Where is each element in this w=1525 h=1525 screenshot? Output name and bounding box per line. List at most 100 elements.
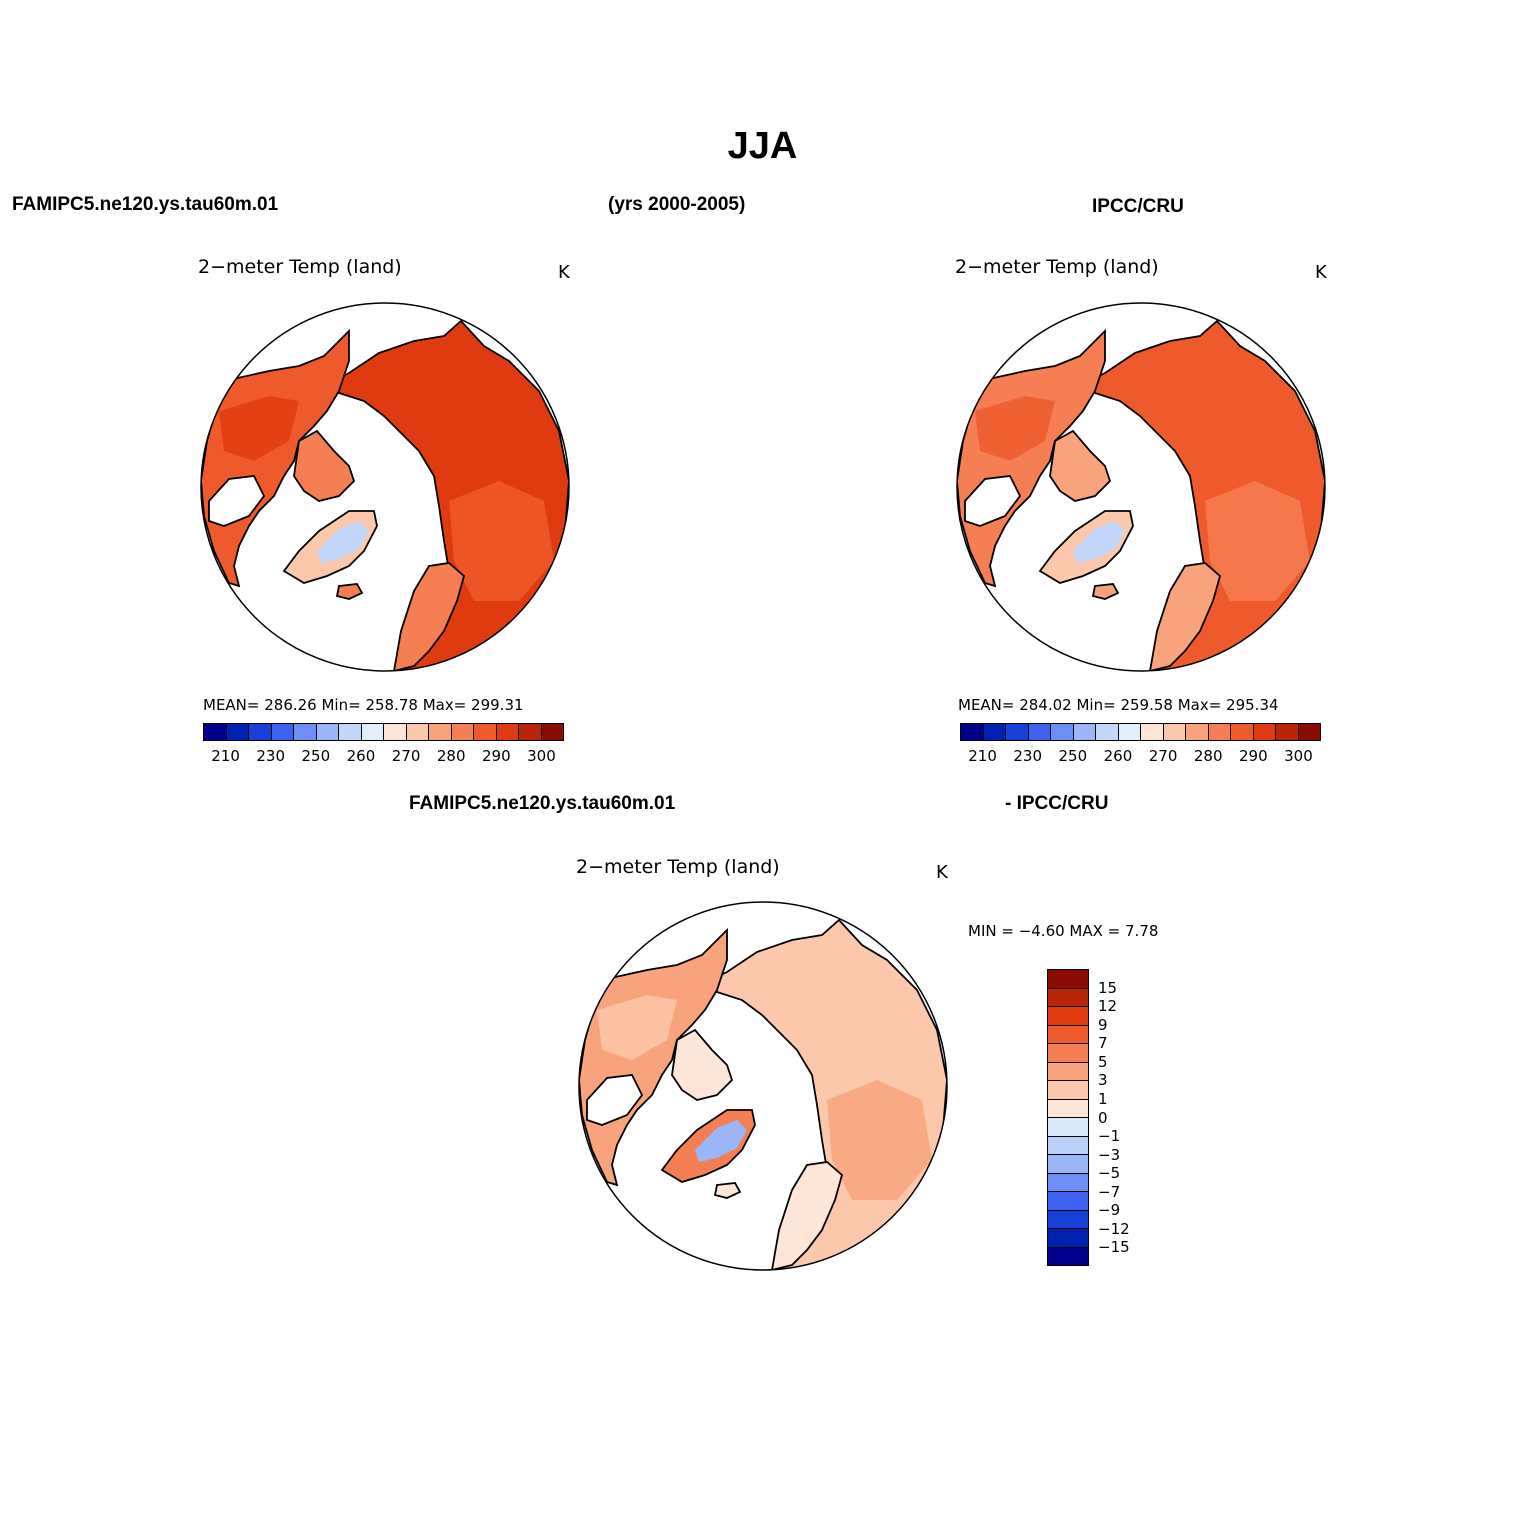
colorbar-obs-tick-label: 250 (1058, 747, 1088, 765)
scandinavia-land (1148, 562, 1222, 671)
colorbar-diff-swatch (1048, 1081, 1088, 1100)
colorbar-diff-swatch (1048, 1025, 1088, 1044)
greenland-ice-sheet (1073, 521, 1125, 563)
header-obs-name: IPCC/CRU (1092, 196, 1184, 217)
colorbar-diff-swatch (1048, 1007, 1088, 1026)
panel-title-diff: 2−meter Temp (land) (576, 856, 780, 878)
panel-units-model: K (558, 262, 570, 283)
page-title: JJA (727, 125, 798, 167)
colorbar-diff-swatch (1048, 1044, 1088, 1063)
colorbar-obs-swatch (1298, 724, 1320, 740)
colorbar-diff-label: −12 (1098, 1219, 1130, 1238)
arctic-archipelago (671, 1028, 734, 1101)
colorbar-diff-label: 3 (1098, 1071, 1108, 1090)
colorbar-model-swatch (294, 724, 317, 740)
colorbar-model-swatch (339, 724, 362, 740)
colorbar-obs-swatch (983, 724, 1006, 740)
colorbar-diff-label: −5 (1098, 1164, 1121, 1183)
polar-map-model (200, 302, 570, 672)
colorbar-diff-label: 7 (1098, 1034, 1108, 1053)
map-boundary-circle (956, 302, 1326, 672)
hudson-bay (586, 1074, 644, 1126)
colorbar-obs-tick-label: 270 (1148, 747, 1178, 765)
colorbar-obs-swatch (1208, 724, 1231, 740)
iceland-land (1091, 583, 1120, 600)
colorbar-model (203, 723, 564, 741)
colorbar-model-tick-label: 270 (391, 747, 421, 765)
iceland-land (335, 583, 364, 600)
colorbar-model-tick-label: 250 (301, 747, 331, 765)
map-land-layer (201, 303, 569, 671)
colorbar-diff-swatch (1048, 1155, 1088, 1174)
iceland-land (713, 1182, 742, 1199)
colorbar-model-tick-label: 230 (256, 747, 286, 765)
colorbar-obs-swatch (1073, 724, 1096, 740)
colorbar-diff-swatch (1048, 1229, 1088, 1248)
panel-units-obs: K (1315, 262, 1327, 283)
colorbar-obs-tick-label: 300 (1284, 747, 1313, 765)
north-america-interior (597, 995, 677, 1060)
panel-title-obs: 2−meter Temp (land) (955, 256, 1159, 278)
colorbar-obs-swatch (1051, 724, 1074, 740)
colorbar-model-swatch (406, 724, 429, 740)
colorbar-diff-swatch (1048, 1136, 1088, 1155)
colorbar-model-swatch (249, 724, 272, 740)
colorbar-model-swatch (316, 724, 339, 740)
colorbar-diff-label: 0 (1098, 1108, 1108, 1127)
colorbar-diff-label: −3 (1098, 1145, 1121, 1164)
colorbar-obs-tick-label: 230 (1013, 747, 1043, 765)
colorbar-model-swatch (519, 724, 542, 740)
panel-stats-model: MEAN= 286.26 Min= 258.78 Max= 299.31 (203, 696, 524, 714)
colorbar-model-swatch (429, 724, 452, 740)
colorbar-obs-tick-label: 290 (1238, 747, 1268, 765)
colorbar-obs-swatch (1231, 724, 1254, 740)
colorbar-model-swatch (496, 724, 519, 740)
colorbar-obs-swatch (1028, 724, 1051, 740)
eurasia-interior (827, 1080, 932, 1200)
hudson-bay (208, 475, 266, 527)
colorbar-obs (960, 723, 1321, 741)
colorbar-obs-swatch (1096, 724, 1119, 740)
colorbar-diff-swatch (1048, 1099, 1088, 1118)
colorbar-diff-label: 5 (1098, 1052, 1108, 1071)
colorbar-obs-swatch (1006, 724, 1029, 740)
colorbar-diff-swatch (1048, 1173, 1088, 1192)
scandinavia-land (770, 1161, 844, 1270)
north-america-land (579, 927, 728, 1187)
colorbar-obs-swatch (961, 724, 984, 740)
colorbar-obs-tick-label: 260 (1103, 747, 1133, 765)
arctic-archipelago (1049, 429, 1112, 502)
colorbar-model-swatch (384, 724, 407, 740)
colorbar-model-swatch (541, 724, 563, 740)
north-america-land (201, 328, 350, 588)
colorbar-obs-swatch (1141, 724, 1164, 740)
panel-units-diff: K (936, 862, 948, 883)
colorbar-diff-swatch (1048, 1062, 1088, 1081)
colorbar-diff-label: 9 (1098, 1015, 1108, 1034)
colorbar-model-tick-label: 290 (481, 747, 511, 765)
colorbar-obs-swatch (1253, 724, 1276, 740)
header-years: (yrs 2000-2005) (608, 194, 746, 215)
colorbar-model-tick-label: 210 (211, 747, 240, 765)
colorbar-model-swatch (271, 724, 294, 740)
greenland-ice-sheet (317, 521, 369, 563)
north-america-land (957, 328, 1106, 588)
colorbar-model-tick-label: 280 (436, 747, 466, 765)
diff-header-obs-name: - IPCC/CRU (1005, 793, 1109, 814)
colorbar-diff-label: −15 (1098, 1238, 1130, 1257)
map-land-layer (957, 303, 1325, 671)
colorbar-diff-swatch (1048, 970, 1088, 989)
colorbar-diff-label: −9 (1098, 1201, 1121, 1220)
colorbar-diff-swatch (1048, 1210, 1088, 1229)
colorbar-model-tick-label: 260 (346, 747, 376, 765)
colorbar-model-swatch (204, 724, 227, 740)
map-boundary-circle (578, 901, 948, 1271)
north-america-interior (975, 396, 1055, 461)
colorbar-diff-label: 12 (1098, 997, 1118, 1016)
colorbar-model-tick-label: 300 (527, 747, 556, 765)
colorbar-diff-swatch (1048, 1247, 1088, 1265)
colorbar-diff (1047, 969, 1089, 1266)
colorbar-obs-swatch (1186, 724, 1209, 740)
polar-map-obs (956, 302, 1326, 672)
colorbar-diff-label: 15 (1098, 978, 1118, 997)
